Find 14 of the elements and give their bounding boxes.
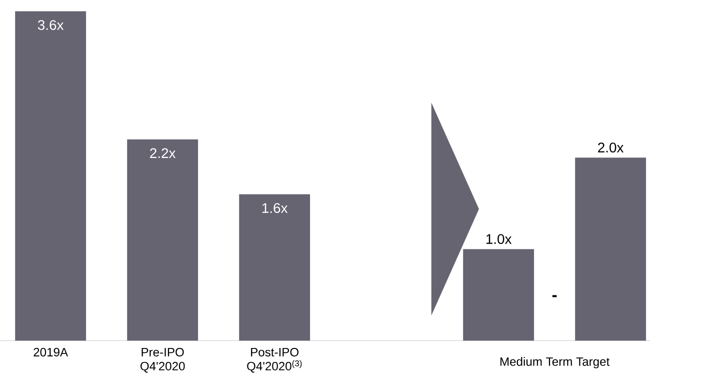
x-tick-label: 2019A: [34, 348, 68, 356]
data-label: 3.6x: [38, 20, 64, 30]
data-label: 1.6x: [262, 202, 288, 213]
bar: [575, 157, 646, 340]
data-label: 2.0x: [598, 142, 624, 152]
annotation: -: [552, 294, 557, 297]
data-label: 2.2x: [150, 148, 176, 158]
x-tick-label: Pre-IPO Q4'2020: [140, 348, 185, 372]
data-label: 1.0x: [486, 234, 512, 244]
bar: [127, 139, 198, 340]
bar: [239, 194, 310, 340]
text: Medium Term Target: [500, 356, 610, 368]
bar: [15, 11, 86, 340]
x-tick-label: Post-IPO Q4'2020$^{(3)}$: [247, 348, 302, 372]
